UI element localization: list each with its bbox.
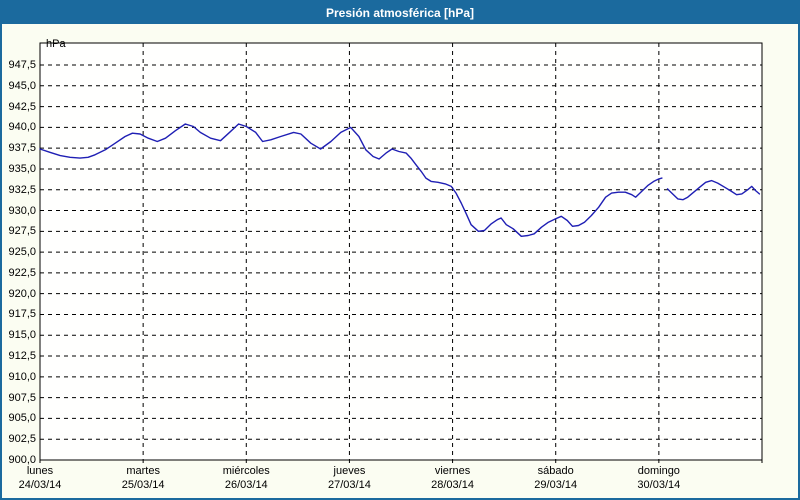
x-axis-day-label: domingo 30/03/14 xyxy=(614,464,704,492)
chart-area: hPa 947,5 945,0 942,5 940,0 937,5 935,0 932,5 9… xyxy=(2,24,798,498)
date-label: 26/03/14 xyxy=(224,479,268,491)
x-axis-day-label: martes 25/03/14 xyxy=(98,464,188,492)
y-axis-tick-label: 907,5 xyxy=(8,391,36,404)
date-label: 29/03/14 xyxy=(534,479,578,491)
y-axis-tick-label: 937,5 xyxy=(8,142,36,155)
x-axis-day-label: lunes 24/03/14 xyxy=(2,464,85,492)
y-axis-tick-label: 935,0 xyxy=(8,162,36,175)
plot-frame xyxy=(39,42,763,461)
window-title: Presión atmosférica [hPa] xyxy=(2,2,798,24)
y-axis-tick-label: 922,5 xyxy=(8,266,36,279)
y-axis-tick-label: 902,5 xyxy=(8,433,36,446)
x-axis-day-label: miércoles 26/03/14 xyxy=(201,464,291,492)
weekday-label: viernes xyxy=(434,465,471,477)
weekday-label: miércoles xyxy=(222,465,270,477)
pressure-series-line xyxy=(666,179,761,201)
y-axis-tick-label: 945,0 xyxy=(8,79,36,92)
y-axis-tick-label: 917,5 xyxy=(8,308,36,321)
weekday-label: lunes xyxy=(26,465,54,477)
weekday-label: domingo xyxy=(637,465,680,477)
y-axis-tick-label: 932,5 xyxy=(8,183,36,196)
date-label: 28/03/14 xyxy=(431,479,474,491)
x-axis-day-label: sábado 29/03/14 xyxy=(511,464,601,492)
y-axis-tick-label: 905,0 xyxy=(8,412,36,425)
y-axis-tick-label: 942,5 xyxy=(8,100,36,113)
y-axis-tick-label: 910,0 xyxy=(8,370,36,383)
y-axis-tick-label: 912,5 xyxy=(8,350,36,363)
plot-background xyxy=(40,43,762,460)
weekday-label: sábado xyxy=(537,465,574,477)
x-axis-day-label: viernes 28/03/14 xyxy=(408,464,498,492)
y-axis-tick-label: 900,0 xyxy=(8,454,36,466)
y-axis-tick-label: 920,0 xyxy=(8,287,36,300)
date-label: 27/03/14 xyxy=(328,479,371,491)
x-axis-day-label: jueves 27/03/14 xyxy=(304,464,394,492)
date-label: 30/03/14 xyxy=(637,479,681,491)
chart-plot-canvas xyxy=(39,42,763,463)
y-axis-tick-label: 915,0 xyxy=(8,329,36,342)
y-axis-unit-label: hPa xyxy=(46,38,66,50)
y-axis-tick-label: 947,5 xyxy=(8,59,36,71)
y-axis-tick-label: 940,0 xyxy=(8,121,36,134)
weekday-label: jueves xyxy=(333,465,366,477)
y-axis-tick-label: 925,0 xyxy=(8,246,36,259)
date-label: 24/03/14 xyxy=(18,479,62,491)
y-axis-tick-label: 930,0 xyxy=(8,204,36,217)
weekday-label: martes xyxy=(126,465,160,477)
pressure-series-line xyxy=(39,123,663,238)
date-label: 25/03/14 xyxy=(121,479,165,491)
y-axis-tick-label: 927,5 xyxy=(8,225,36,238)
